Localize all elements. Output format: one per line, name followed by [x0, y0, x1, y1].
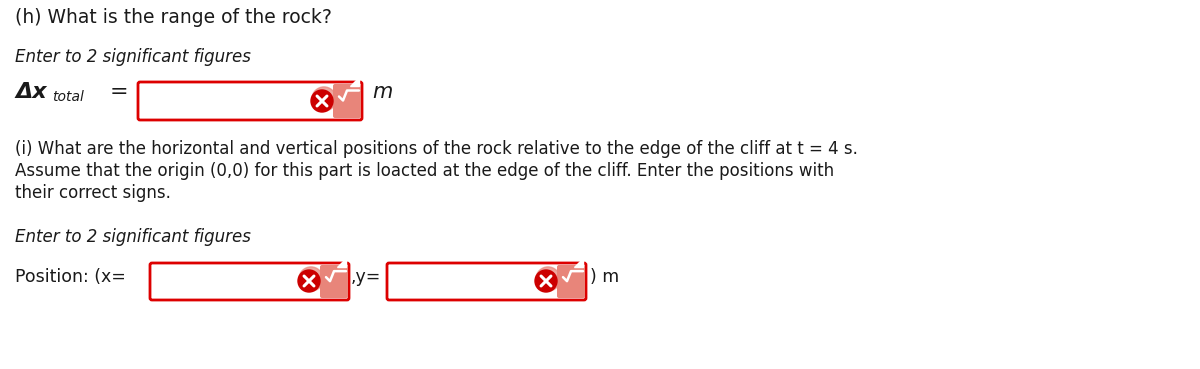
Text: (h) What is the range of the rock?: (h) What is the range of the rock? — [14, 8, 332, 27]
Text: ,y=: ,y= — [352, 268, 382, 286]
Text: their correct signs.: their correct signs. — [14, 184, 170, 202]
Circle shape — [311, 90, 334, 112]
FancyBboxPatch shape — [334, 84, 361, 118]
FancyBboxPatch shape — [138, 82, 362, 120]
FancyBboxPatch shape — [386, 263, 586, 300]
Text: Δx: Δx — [14, 82, 47, 102]
Polygon shape — [574, 258, 583, 267]
Text: ) m: ) m — [590, 268, 619, 286]
Text: Position: (x=: Position: (x= — [14, 268, 126, 286]
Text: total: total — [52, 90, 84, 104]
Circle shape — [536, 267, 560, 291]
Text: Enter to 2 significant figures: Enter to 2 significant figures — [14, 228, 251, 246]
FancyBboxPatch shape — [320, 265, 348, 298]
Text: m: m — [372, 82, 392, 102]
Text: (i) What are the horizontal and vertical positions of the rock relative to the e: (i) What are the horizontal and vertical… — [14, 140, 858, 158]
Circle shape — [535, 270, 557, 292]
Circle shape — [312, 87, 336, 111]
Polygon shape — [337, 258, 346, 267]
FancyBboxPatch shape — [150, 263, 349, 300]
FancyBboxPatch shape — [557, 265, 586, 298]
Text: Enter to 2 significant figures: Enter to 2 significant figures — [14, 48, 251, 66]
Polygon shape — [350, 77, 359, 86]
Circle shape — [299, 267, 323, 291]
Text: Assume that the origin (0,0) for this part is loacted at the edge of the cliff. : Assume that the origin (0,0) for this pa… — [14, 162, 834, 180]
Circle shape — [298, 270, 320, 292]
Text: =: = — [110, 82, 128, 102]
